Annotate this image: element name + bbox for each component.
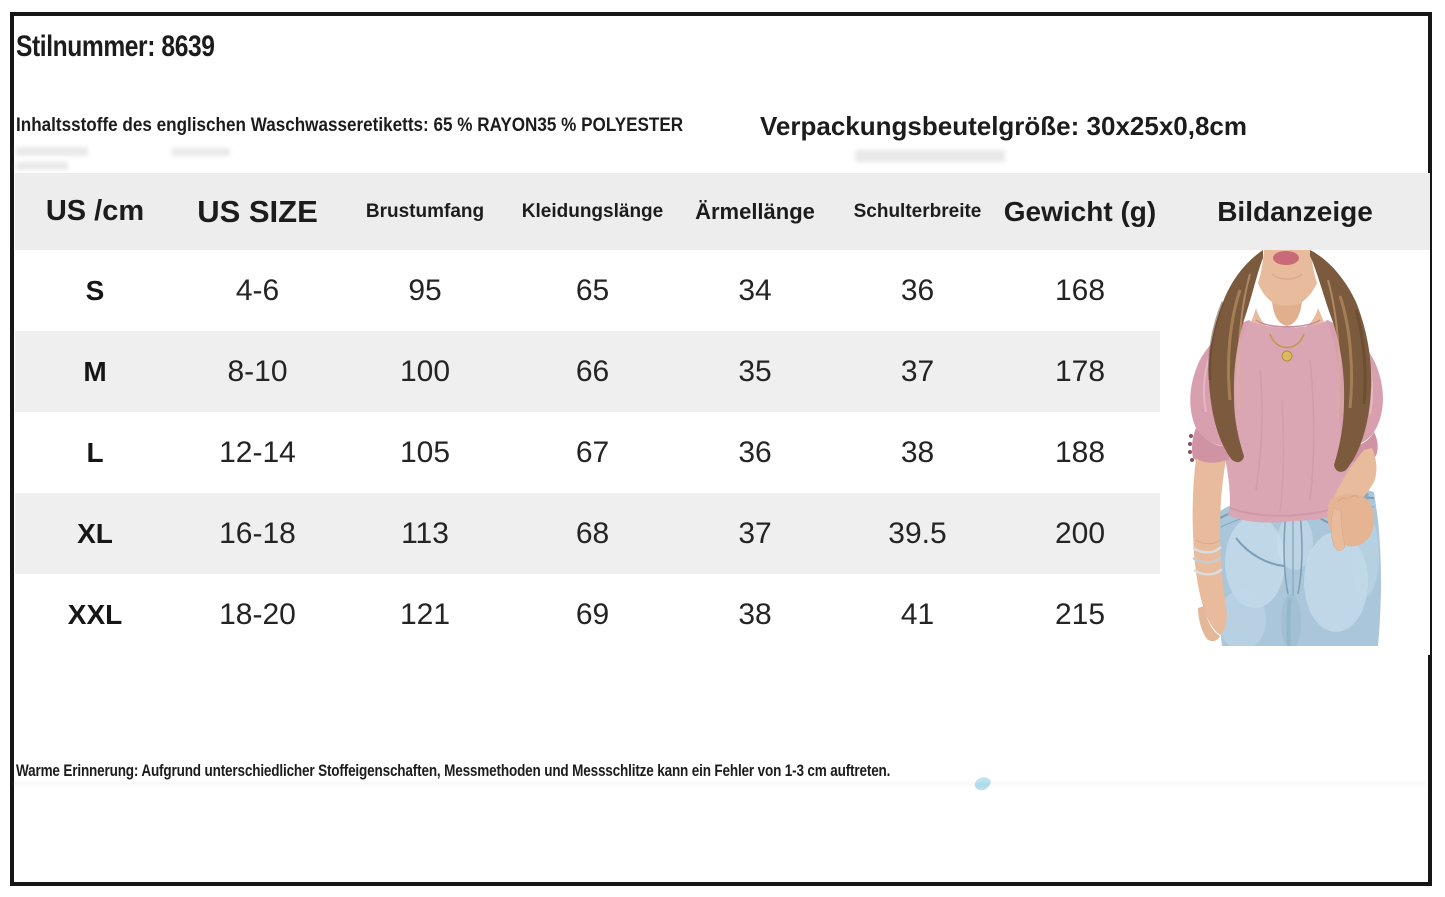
left-arm xyxy=(1192,458,1227,642)
weight-cell: 178 xyxy=(1054,354,1106,388)
length-cell: 65 xyxy=(575,273,610,307)
shoulder-cell: 37 xyxy=(900,354,935,388)
sleeve-cell: 34 xyxy=(738,273,772,307)
bust-cell: 121 xyxy=(399,597,451,631)
us-size-cell: 8-10 xyxy=(227,354,288,388)
sleeve-cell: 35 xyxy=(738,354,772,388)
necklace-pendant xyxy=(1281,350,1293,362)
right-arm xyxy=(1327,448,1377,551)
weight-cell: 168 xyxy=(1054,273,1106,307)
product-photo-cell xyxy=(1160,250,1430,655)
us-size-cell: 4-6 xyxy=(235,273,280,307)
thumb xyxy=(1330,507,1346,551)
packaging-size-info: Verpackungsbeutelgröße: 30x25x0,8cm xyxy=(760,111,1248,141)
length-cell: 69 xyxy=(575,597,610,631)
reminder-note-text: Warme Erinnerung: Aufgrund unterschiedli… xyxy=(16,762,891,780)
column-header-image-display: Bildanzeige xyxy=(1217,195,1373,227)
bust-cell: 95 xyxy=(408,273,442,307)
materials-info-text: Inhaltsstoffe des englischen Waschwasser… xyxy=(16,115,684,136)
shoulder-cell: 36 xyxy=(900,273,935,307)
size-cell: XL xyxy=(77,517,113,549)
product-photo xyxy=(1160,250,1416,646)
length-cell: 66 xyxy=(575,354,610,388)
necklace xyxy=(1269,333,1305,349)
watermark-artifact xyxy=(172,148,230,156)
column-header-weight: Gewicht (g) xyxy=(1003,195,1157,227)
size-cell: L xyxy=(86,436,104,468)
table-header-row: US /cm US SIZE Brustumfang Kleidungsläng… xyxy=(15,173,1430,250)
watermark-artifact xyxy=(16,162,68,170)
bust-cell: 100 xyxy=(399,354,451,388)
shoulder-cell: 39.5 xyxy=(888,516,947,550)
bracelet xyxy=(1192,546,1222,554)
sleeve-cell: 36 xyxy=(738,435,772,469)
materials-info: Inhaltsstoffe des englischen Waschwasser… xyxy=(16,115,757,137)
size-row-s: S 4-6 95 65 34 36 168 xyxy=(15,250,1430,655)
length-cell: 67 xyxy=(575,435,610,469)
weight-cell: 215 xyxy=(1054,597,1106,631)
column-header-us-cm: US /cm xyxy=(45,195,145,227)
shoulder-cell: 38 xyxy=(900,435,935,469)
size-cell: XXL xyxy=(67,598,123,630)
jeans-left-pocket xyxy=(1235,537,1285,567)
column-header-us-size: US SIZE xyxy=(197,193,318,229)
weight-cell: 188 xyxy=(1054,435,1106,469)
column-header-sleeve-length: Ärmellänge xyxy=(695,198,815,224)
column-header-garment-length: Kleidungslänge xyxy=(521,200,664,222)
size-cell: S xyxy=(85,274,105,306)
left-cuff xyxy=(1192,428,1230,465)
page-title: Stilnummer: 8639 xyxy=(16,30,258,64)
watermark-artifact xyxy=(855,150,1005,162)
size-table: US /cm US SIZE Brustumfang Kleidungsläng… xyxy=(15,173,1430,655)
bust-cell: 113 xyxy=(401,516,449,550)
column-header-bust: Brustumfang xyxy=(365,200,485,222)
reminder-note: Warme Erinnerung: Aufgrund unterschiedli… xyxy=(16,762,1082,781)
model-photo-illustration xyxy=(1188,250,1383,646)
model-lips xyxy=(1273,251,1299,265)
weight-cell: 200 xyxy=(1054,516,1106,550)
size-row-xxl: XXL 18-20 121 69 38 41 215 xyxy=(15,574,1430,655)
bust-cell: 105 xyxy=(399,435,451,469)
sleeve-cell: 38 xyxy=(738,597,772,631)
size-cell: M xyxy=(83,355,107,387)
bracelet xyxy=(1192,556,1222,564)
length-cell: 68 xyxy=(575,516,610,550)
us-size-cell: 16-18 xyxy=(219,516,296,550)
watermark-artifact xyxy=(16,147,88,156)
page-title-text: Stilnummer: 8639 xyxy=(16,30,215,63)
model-hair xyxy=(1208,250,1372,472)
column-header-shoulder-width: Schulterbreite xyxy=(853,200,982,222)
bracelet xyxy=(1193,568,1223,576)
watermark-artifact xyxy=(14,782,1426,785)
sleeve-cell: 37 xyxy=(738,516,772,550)
us-size-cell: 12-14 xyxy=(219,435,296,469)
size-row-l: L 12-14 105 67 36 38 188 xyxy=(15,412,1430,493)
shoulder-cell: 41 xyxy=(900,597,935,631)
us-size-cell: 18-20 xyxy=(219,597,296,631)
content-frame: Stilnummer: 8639 Inhaltsstoffe des engli… xyxy=(10,12,1432,886)
